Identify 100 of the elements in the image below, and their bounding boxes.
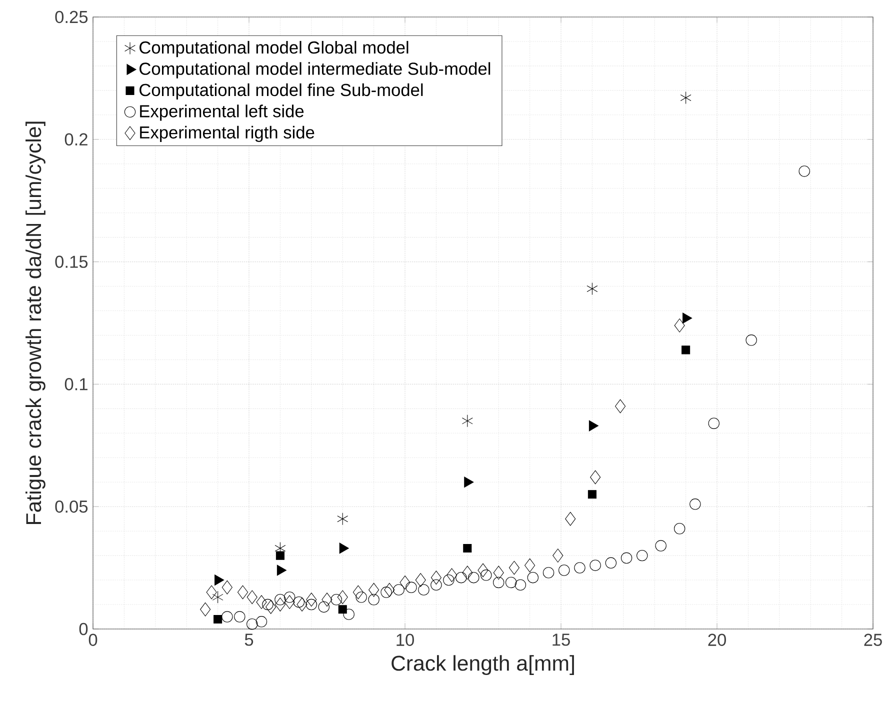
point (674, 318, 685, 332)
y-tick-label: 0.05 (55, 500, 88, 513)
point (384, 582, 395, 597)
point (524, 558, 536, 572)
point (368, 582, 380, 597)
x-tick-label: 5 (244, 634, 254, 646)
y-tick-label: 0.15 (55, 256, 88, 268)
point (615, 399, 626, 414)
point (293, 596, 305, 608)
y-tick-label: 0.25 (55, 10, 88, 24)
point (462, 414, 473, 428)
point (682, 346, 690, 354)
point (552, 548, 564, 562)
point (655, 540, 666, 552)
point (462, 566, 473, 580)
legend-label: Experimental left side (140, 104, 304, 121)
point (206, 585, 217, 600)
point (212, 590, 224, 604)
point (690, 498, 701, 510)
legend-label: Experimental rigth side (140, 126, 314, 142)
point (514, 579, 526, 591)
point (443, 574, 454, 586)
point (318, 601, 330, 613)
point (798, 166, 810, 177)
point (256, 616, 268, 628)
x-tick-label: 25 (864, 634, 882, 646)
point (322, 592, 332, 607)
legend-label: Computational model Global model (140, 40, 408, 58)
point (276, 564, 286, 576)
point (296, 598, 308, 612)
x-axis-title: Crack length a[mm] (392, 655, 574, 676)
point (590, 560, 601, 571)
point (415, 573, 426, 587)
point (284, 592, 296, 603)
point (284, 595, 295, 610)
point (446, 568, 458, 582)
point (542, 567, 554, 578)
y-axis-title: Fatigue crack growth rate da/dN [um/cycle] (26, 122, 46, 524)
point (406, 582, 417, 593)
x-tick-label: 20 (708, 634, 726, 646)
point (508, 560, 520, 575)
y-tick-label: 0.2 (64, 133, 88, 146)
point (306, 592, 317, 607)
x-tick-label: 10 (396, 634, 414, 646)
point (222, 611, 233, 622)
point (274, 594, 286, 606)
point (343, 608, 354, 620)
point (214, 614, 222, 624)
point (480, 570, 492, 581)
point (356, 592, 367, 603)
point (708, 418, 720, 429)
point (674, 523, 686, 534)
point (636, 550, 648, 562)
point (505, 576, 517, 588)
point (456, 572, 467, 584)
point (246, 618, 258, 630)
point (478, 563, 488, 578)
point (468, 572, 480, 584)
point (400, 576, 410, 590)
point (262, 598, 274, 610)
point (337, 590, 348, 604)
point (493, 576, 504, 588)
point (256, 595, 267, 610)
point (274, 598, 286, 612)
point (430, 570, 442, 585)
point (493, 566, 504, 580)
point (246, 590, 258, 604)
y-tick-label: 0 (79, 622, 88, 636)
point (418, 584, 430, 596)
x-tick-label: 0 (88, 634, 98, 646)
point (339, 542, 349, 554)
point (237, 585, 248, 600)
point (527, 572, 539, 584)
point (368, 594, 380, 606)
point (276, 551, 284, 560)
y-tick-label: 0.1 (64, 378, 88, 390)
point (380, 586, 392, 598)
point (352, 585, 364, 600)
point (306, 598, 318, 610)
point (338, 605, 347, 614)
point (200, 602, 211, 616)
point (574, 562, 586, 574)
point (430, 579, 442, 591)
point (337, 512, 348, 526)
point (330, 594, 342, 606)
point (586, 282, 598, 295)
point (558, 564, 570, 576)
x-tick-label: 15 (552, 634, 570, 646)
legend-label: Computational model fine Sub-model (140, 83, 423, 100)
point (266, 600, 276, 614)
legend-label: Computational model intermediate Sub-model (140, 62, 490, 78)
point (620, 552, 632, 564)
point (222, 580, 232, 594)
point (590, 470, 601, 484)
point (605, 557, 617, 569)
point (234, 611, 246, 622)
point (746, 334, 757, 346)
point (588, 490, 596, 499)
point (680, 92, 692, 104)
point (463, 544, 472, 552)
